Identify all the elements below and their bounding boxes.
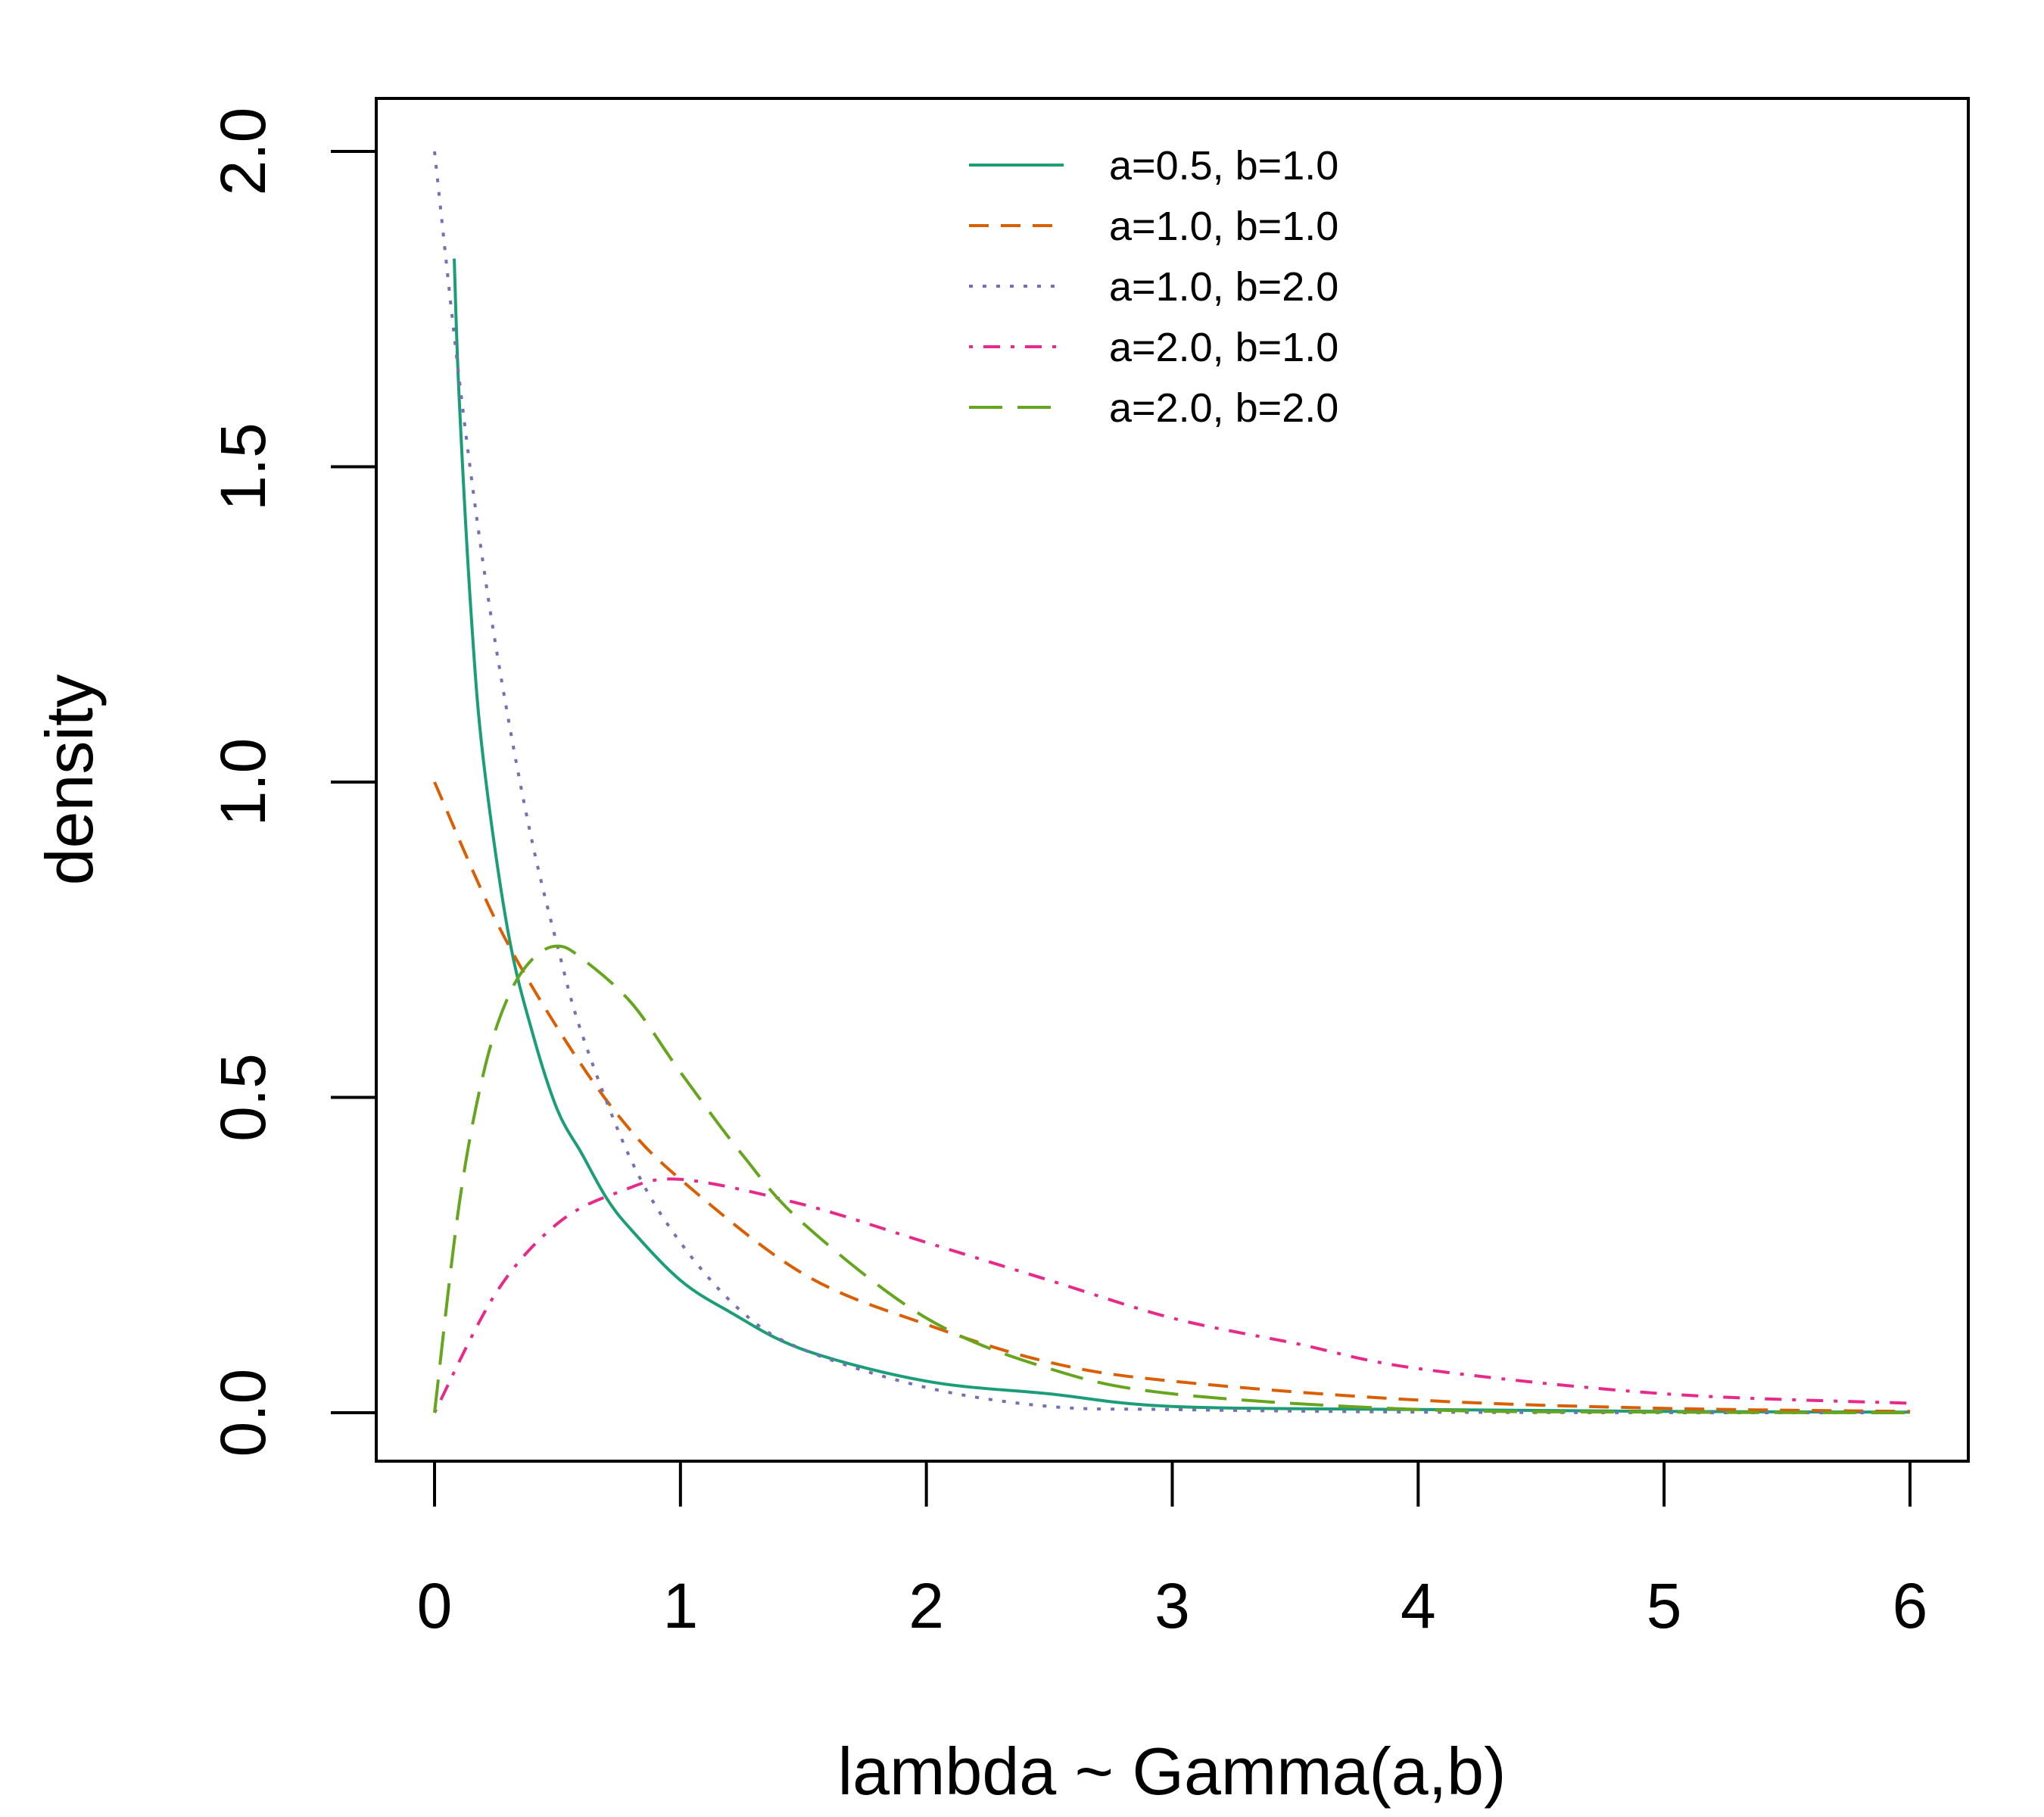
series-layer — [433, 151, 1911, 1415]
y-tick-label: 1.0 — [207, 738, 279, 827]
x-tick-label: 1 — [662, 1570, 698, 1641]
y-tick-label: 0.0 — [207, 1369, 279, 1457]
x-tick-label: 0 — [417, 1570, 453, 1641]
y-tick-label: 0.5 — [207, 1053, 279, 1142]
x-tick-label: 4 — [1401, 1570, 1436, 1641]
series-line-4 — [433, 1177, 1911, 1413]
legend-label: a=1.0, b=1.0 — [1109, 204, 1338, 249]
x-tick-label: 3 — [1154, 1570, 1190, 1641]
y-tick-label: 1.5 — [207, 422, 279, 511]
legend: a=0.5, b=1.0 a=1.0, b=1.0 a=1.0, b=2.0 a=2.… — [969, 143, 1338, 431]
x-tick-label: 2 — [908, 1570, 944, 1641]
series-line-5 — [433, 944, 1911, 1414]
legend-label: a=0.5, b=1.0 — [1109, 143, 1338, 189]
x-axis-label: lambda ~ Gamma(a,b) — [838, 1734, 1507, 1809]
x-axis: 0 1 2 3 4 5 6 — [417, 1460, 1928, 1641]
legend-label: a=2.0, b=2.0 — [1109, 385, 1338, 431]
y-axis-label: density — [32, 675, 107, 886]
legend-label: a=1.0, b=2.0 — [1109, 264, 1338, 310]
y-tick-label: 2.0 — [207, 108, 279, 196]
x-tick-label: 6 — [1893, 1570, 1928, 1641]
legend-label: a=2.0, b=1.0 — [1109, 325, 1338, 370]
series-line-2 — [433, 781, 1911, 1413]
series-line-1 — [453, 258, 1911, 1414]
x-tick-label: 5 — [1647, 1570, 1682, 1641]
y-axis: 0.0 0.5 1.0 1.5 2.0 — [207, 108, 378, 1457]
